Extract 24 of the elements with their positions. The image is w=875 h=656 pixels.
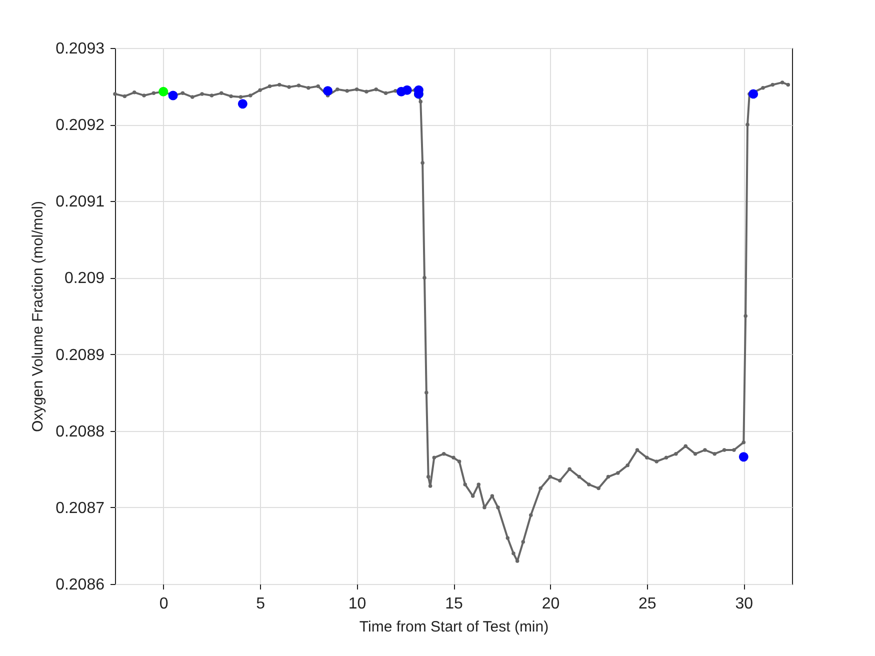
x-tick-label: 15 [445, 596, 463, 612]
x-tick-label: 5 [256, 596, 266, 612]
x-tick-label: 10 [348, 596, 366, 612]
y-tick-label: 0.209 [64, 270, 105, 288]
point [323, 86, 333, 96]
y-tick-label: 0.2088 [56, 423, 105, 440]
x-tick-label: 30 [735, 596, 754, 612]
x-tick-label: 25 [638, 596, 656, 612]
y-axis-title: Oxygen Volume Fraction (mol/mol) [30, 201, 47, 432]
point [738, 452, 748, 462]
x-axis-title: Time from Start of Test (min) [359, 618, 549, 636]
point [168, 90, 178, 100]
point [748, 89, 758, 99]
point [238, 99, 248, 109]
y-tick-label: 0.2089 [56, 346, 105, 364]
y-tick-label: 0.2087 [56, 500, 105, 517]
y-tick-label: 0.2091 [56, 194, 105, 211]
x-tick-label: 20 [542, 596, 560, 612]
x-tick-label: 0 [159, 596, 168, 612]
point [402, 85, 412, 95]
y-tick-label: 0.2086 [56, 576, 105, 594]
point [158, 86, 168, 96]
y-tick-label: 0.2092 [56, 117, 105, 134]
y-tick-label: 0.2093 [56, 40, 105, 58]
